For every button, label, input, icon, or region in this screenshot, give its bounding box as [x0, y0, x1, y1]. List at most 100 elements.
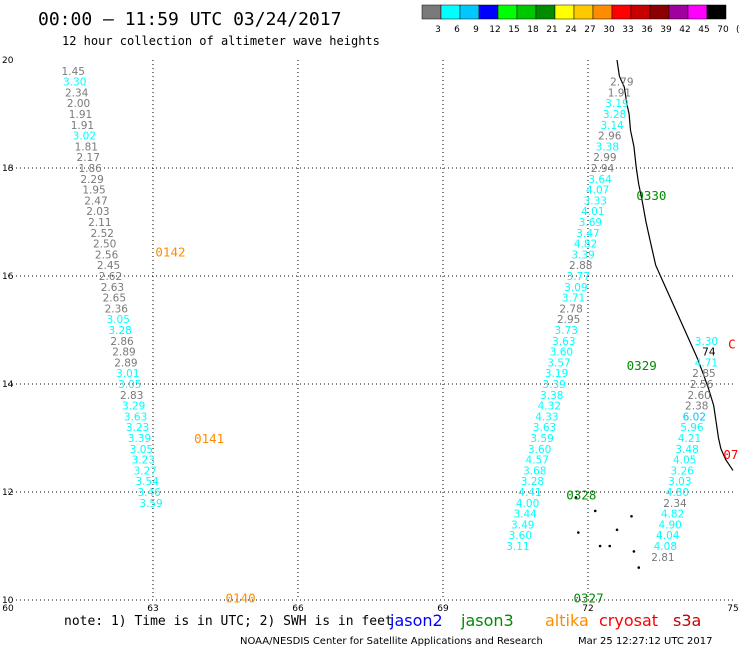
chart-subtitle: 12 hour collection of altimeter wave hei… [62, 34, 380, 48]
wave-height-label: 5.96 [680, 422, 704, 434]
color-scale-tick-label: 30 [603, 25, 615, 35]
wave-height-label: 4.32 [538, 401, 561, 413]
color-scale-tick-label: 36 [641, 25, 653, 35]
wave-height-label: 2.89 [114, 357, 137, 369]
color-scale-tick-label: 21 [546, 25, 557, 35]
orbit-pass-label: 0329 [627, 358, 657, 373]
coastline-path [616, 59, 734, 471]
x-tick-label: 75 [727, 604, 738, 614]
wave-height-label: 3.02 [73, 131, 96, 143]
color-swatch [630, 4, 651, 20]
color-swatch [554, 4, 575, 20]
wave-height-label: 3.54 [136, 476, 160, 488]
wave-height-label: 2.83 [120, 390, 143, 402]
color-scale-tick-label: 42 [679, 25, 690, 35]
y-tick-label: 10 [2, 596, 14, 606]
wave-height-label: 4.33 [535, 411, 558, 423]
wave-height-label: 2.96 [598, 131, 622, 143]
wave-height-label: 2.45 [97, 260, 120, 272]
wave-height-label: 2.34 [663, 498, 687, 510]
wave-height-label: 3.48 [675, 444, 698, 456]
wave-height-label: 2.88 [569, 260, 592, 272]
color-scale-tick-label: 27 [584, 25, 595, 35]
wave-height-label: 2.86 [110, 336, 134, 348]
wave-height-label: 3.68 [523, 465, 546, 477]
wave-height-label: 3.14 [600, 120, 624, 132]
color-swatch [440, 4, 461, 20]
wave-height-label: 3.49 [511, 519, 534, 531]
wave-height-label: 2.50 [93, 239, 116, 251]
wave-height-label: 3.26 [671, 465, 695, 477]
wave-height-label: 4.82 [661, 509, 684, 521]
color-scale-tick-label: 24 [565, 25, 577, 35]
wave-height-label: 4.05 [673, 455, 696, 467]
wave-height-label: 2.56 [690, 379, 714, 391]
island-dot [574, 496, 578, 499]
axis-ticks: 60 63 66 69 72 75 10 12 14 16 18 20 [2, 56, 739, 614]
track-jason3: 2.791.913.193.283.142.963.382.992.943.64… [506, 77, 666, 606]
satellite-tracks: 1.453.302.342.001.911.913.021.812.171.86… [62, 66, 739, 606]
y-tick-label: 18 [2, 164, 14, 174]
wave-height-label: 4.57 [526, 455, 549, 467]
color-scale-tick-label: 15 [508, 25, 519, 35]
wave-height-label: 4.08 [654, 541, 677, 553]
legend-item-cryosat: cryosat [599, 611, 658, 630]
color-swatch [459, 4, 480, 20]
wave-height-label: 3.23 [132, 455, 155, 467]
y-tick-label: 20 [2, 56, 14, 66]
color-swatch [516, 4, 537, 20]
wave-height-label: 2.78 [559, 303, 582, 315]
x-tick-label: 66 [292, 604, 304, 614]
wave-height-label: 3.28 [521, 476, 544, 488]
wave-height-label: 3.33 [584, 195, 607, 207]
orbit-pass-label: 0142 [155, 245, 185, 260]
color-swatch [535, 4, 556, 20]
wave-height-label: 1.91 [608, 87, 631, 99]
wave-height-label: 2.36 [105, 303, 129, 315]
wave-height-label: 4.71 [695, 357, 718, 369]
wave-height-label: 1.91 [69, 109, 92, 121]
wave-height-label: 4.90 [658, 519, 681, 531]
wave-height-label: 3.63 [552, 336, 575, 348]
wave-height-label: 74 [702, 347, 716, 359]
wave-height-label: 3.60 [550, 347, 573, 359]
wave-height-label: 2.89 [112, 347, 135, 359]
wave-height-label: 3.39 [571, 249, 594, 261]
island-dot [630, 515, 633, 518]
color-swatch [478, 4, 499, 20]
wave-height-label: 3.28 [108, 325, 131, 337]
wave-height-label: 2.95 [557, 314, 580, 326]
wave-height-label: 3.77 [567, 271, 590, 283]
wave-height-label: 3.03 [668, 476, 691, 488]
wave-height-label: 2.63 [101, 282, 124, 294]
track-altika: 1.453.302.342.001.911.913.021.812.171.86… [62, 66, 256, 605]
island-dot [615, 528, 619, 532]
color-swatch [421, 4, 442, 20]
wave-height-label: 3.64 [588, 174, 612, 186]
color-swatch [497, 4, 518, 20]
color-swatch [573, 4, 594, 20]
island-dot [598, 544, 602, 548]
color-scale-tick-label: 6 [454, 25, 460, 35]
color-scale-tick-label: 45 [698, 25, 709, 35]
orbit-pass-label: 0140 [226, 590, 256, 605]
color-swatch [687, 4, 708, 20]
island-dot [632, 550, 636, 553]
wave-height-label: 2.03 [86, 206, 109, 218]
satellite-legend: jason2 jason3 altika cryosat s3a [389, 611, 701, 630]
color-scale-tick-label: 18 [527, 25, 539, 35]
coastline [574, 59, 734, 569]
orbit-pass-label: C [728, 337, 736, 352]
wave-height-label: 3.39 [128, 433, 151, 445]
wave-height-label: 3.46 [137, 487, 161, 499]
color-swatch [649, 4, 670, 20]
footer-timestamp: Mar 25 12:27:12 UTC 2017 [578, 636, 713, 647]
wave-height-label: 4.82 [574, 239, 597, 251]
wave-height-label: 2.38 [685, 401, 708, 413]
wave-height-label: 3.57 [547, 357, 570, 369]
wave-height-label: 3.19 [605, 98, 628, 110]
wave-height-label: 3.60 [528, 444, 551, 456]
wave-height-label: 2.60 [687, 390, 710, 402]
